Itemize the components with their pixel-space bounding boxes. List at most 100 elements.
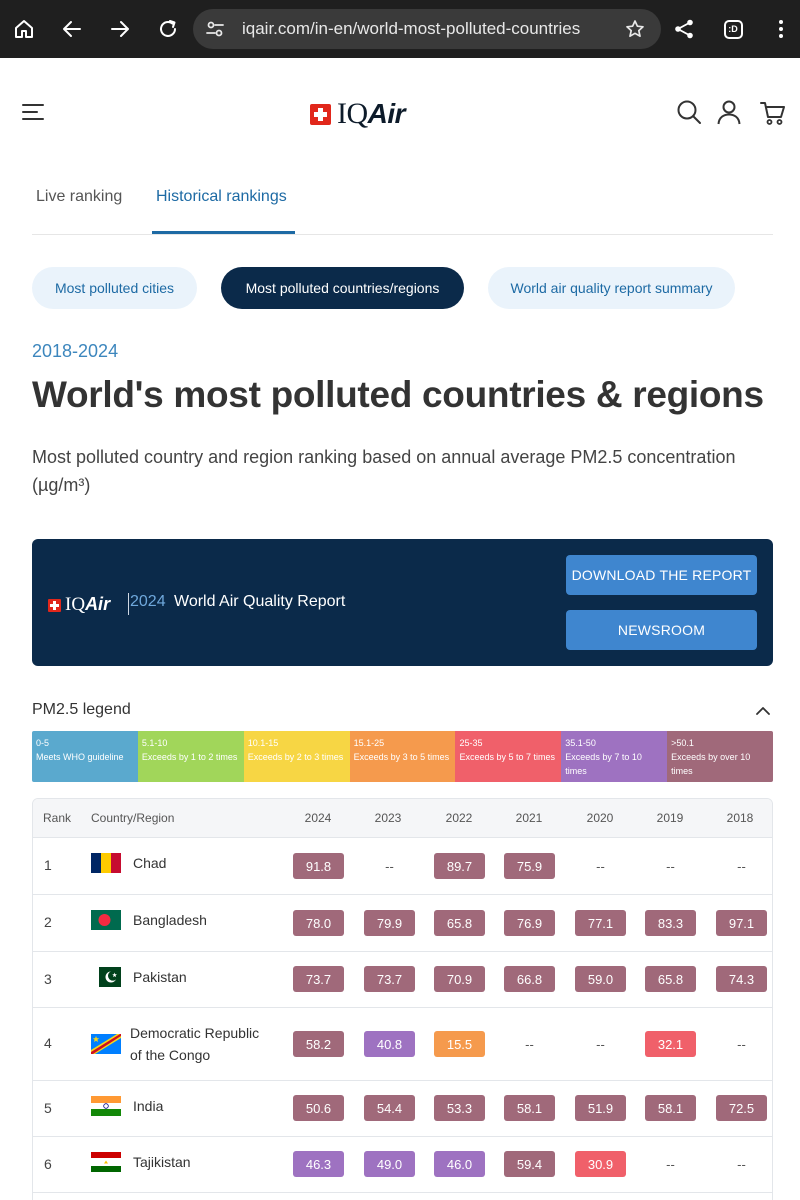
bookmark-star-icon[interactable] bbox=[625, 19, 645, 39]
pm25-value: 50.6 bbox=[293, 1095, 344, 1121]
table-row[interactable]: 2 Bangladesh 78.0 79.9 65.8 76.9 77.1 83.3 97.… bbox=[33, 895, 772, 952]
tab-historical-rankings[interactable]: Historical rankings bbox=[156, 188, 287, 205]
swiss-cross-icon bbox=[48, 598, 61, 612]
page-title: World's most polluted countries & region… bbox=[32, 374, 764, 415]
back-icon[interactable] bbox=[52, 9, 92, 49]
pm25-value: 46.3 bbox=[293, 1151, 344, 1177]
rank-value: 4 bbox=[44, 1035, 52, 1051]
tajikistan-flag-icon bbox=[91, 1152, 121, 1172]
pakistan-flag-icon bbox=[99, 967, 121, 987]
legend-segment: 0-5 Meets WHO guideline bbox=[32, 731, 138, 782]
pm25-value: 40.8 bbox=[364, 1031, 415, 1057]
drc-flag-icon bbox=[91, 1034, 121, 1054]
rank-value: 6 bbox=[44, 1156, 52, 1172]
iqair-logo[interactable]: IQAir bbox=[310, 97, 406, 131]
active-tab-indicator bbox=[152, 231, 295, 234]
banner-logo: IQAir bbox=[48, 594, 110, 616]
country-name[interactable]: Bangladesh bbox=[133, 912, 207, 928]
pm25-value: -- bbox=[385, 858, 394, 874]
pm25-value: 65.8 bbox=[645, 966, 696, 992]
swiss-cross-icon bbox=[310, 103, 331, 125]
pm25-value: -- bbox=[666, 858, 675, 874]
country-name[interactable]: Chad bbox=[133, 855, 167, 871]
country-name[interactable]: Democratic Republic of the Congo bbox=[130, 1025, 260, 1063]
chevron-up-icon[interactable] bbox=[755, 704, 771, 722]
column-header-country[interactable]: Country/Region bbox=[91, 811, 175, 825]
rank-value: 1 bbox=[44, 857, 52, 873]
legend-title: PM2.5 legend bbox=[32, 701, 131, 718]
pm25-value: 78.0 bbox=[293, 910, 344, 936]
table-row[interactable]: 1 Chad 91.8 -- 89.7 75.9 -- -- -- bbox=[33, 838, 772, 895]
tab-live-ranking[interactable]: Live ranking bbox=[36, 188, 123, 205]
column-header-year[interactable]: 2022 bbox=[445, 811, 473, 825]
pm25-value: 49.0 bbox=[364, 1151, 415, 1177]
pm25-value: 30.9 bbox=[575, 1151, 626, 1177]
column-header-year[interactable]: 2021 bbox=[515, 811, 543, 825]
legend-segment: 35.1-50 Exceeds by 7 to 10 times bbox=[561, 731, 668, 782]
hamburger-menu-icon[interactable] bbox=[22, 103, 44, 126]
pm25-value: 77.1 bbox=[575, 910, 626, 936]
most-polluted-cities-button[interactable]: Most polluted cities bbox=[32, 267, 197, 309]
shopping-cart-icon[interactable] bbox=[759, 99, 787, 132]
ranking-table: Rank Country/Region 2024 2023 2022 2021 … bbox=[32, 798, 773, 1200]
column-header-year[interactable]: 2019 bbox=[656, 811, 684, 825]
pm25-value: -- bbox=[737, 1036, 746, 1052]
country-name[interactable]: India bbox=[133, 1098, 164, 1114]
table-row[interactable]: 4 Democratic Republic of the Congo 58.2 40… bbox=[33, 1008, 772, 1081]
banner-logo-wordmark: IQAir bbox=[65, 594, 111, 615]
country-name[interactable]: Pakistan bbox=[133, 969, 187, 985]
pm25-value: 72.5 bbox=[716, 1095, 767, 1121]
search-icon[interactable] bbox=[676, 99, 702, 130]
share-icon[interactable] bbox=[664, 9, 704, 49]
download-report-button[interactable]: DOWNLOAD THE REPORT bbox=[566, 555, 757, 595]
pm25-value: 89.7 bbox=[434, 853, 485, 879]
page-description: Most polluted country and region ranking… bbox=[32, 447, 736, 495]
column-header-year[interactable]: 2023 bbox=[374, 811, 402, 825]
pm25-value: 54.4 bbox=[364, 1095, 415, 1121]
most-polluted-countries-button[interactable]: Most polluted countries/regions bbox=[221, 267, 464, 309]
column-header-year[interactable]: 2020 bbox=[586, 811, 614, 825]
pm25-value: 58.1 bbox=[645, 1095, 696, 1121]
more-menu-icon[interactable] bbox=[761, 9, 800, 49]
forward-icon[interactable] bbox=[100, 9, 140, 49]
report-title: World Air Quality Report bbox=[174, 593, 346, 610]
site-header: IQAir bbox=[0, 58, 800, 173]
table-header: Rank Country/Region 2024 2023 2022 2021 … bbox=[33, 799, 772, 838]
user-account-icon[interactable] bbox=[716, 99, 742, 130]
table-row[interactable]: 3 Pakistan 73.7 73.7 70.9 66.8 59.0 65.8 74.3 bbox=[33, 952, 772, 1008]
pm25-value: 53.3 bbox=[434, 1095, 485, 1121]
legend-segment: 10.1-15 Exceeds by 2 to 3 times bbox=[243, 731, 350, 782]
ranking-tabs: Live ranking Historical rankings bbox=[32, 172, 773, 235]
pm25-value: 59.0 bbox=[575, 966, 626, 992]
column-header-year[interactable]: 2024 bbox=[304, 811, 332, 825]
newsroom-button[interactable]: NEWSROOM bbox=[566, 610, 757, 650]
rank-value: 3 bbox=[44, 971, 52, 987]
url-text[interactable]: iqair.com/in-en/world-most-polluted-coun… bbox=[242, 19, 581, 38]
pm25-value: 58.1 bbox=[504, 1095, 555, 1121]
pm25-value: -- bbox=[737, 1156, 746, 1172]
tab-switcher-button[interactable]: :D bbox=[713, 9, 753, 49]
legend-segment: 5.1-10 Exceeds by 1 to 2 times bbox=[137, 731, 244, 782]
pm25-value: -- bbox=[596, 1036, 605, 1052]
world-air-quality-summary-button[interactable]: World air quality report summary bbox=[488, 267, 735, 309]
column-header-year[interactable]: 2018 bbox=[726, 811, 754, 825]
pm25-value: 73.7 bbox=[293, 966, 344, 992]
site-settings-icon[interactable] bbox=[205, 19, 225, 39]
country-name[interactable]: Tajikistan bbox=[133, 1154, 191, 1170]
reload-icon[interactable] bbox=[148, 9, 188, 49]
table-row[interactable]: 5 India 50.6 54.4 53.3 58.1 51.9 58.1 72.5 bbox=[33, 1081, 772, 1137]
column-header-rank[interactable]: Rank bbox=[43, 811, 72, 825]
year-range: 2018-2024 bbox=[32, 341, 119, 361]
pm25-value: 15.5 bbox=[434, 1031, 485, 1057]
pm25-value: 83.3 bbox=[645, 910, 696, 936]
pm25-legend-bar: 0-5 Meets WHO guideline 5.1-10 Exceeds by … bbox=[32, 731, 773, 782]
table-row[interactable]: 6 Tajikistan 46.3 49.0 46.0 59.4 30.9 -- -- bbox=[33, 1137, 772, 1193]
rank-value: 5 bbox=[44, 1100, 52, 1116]
pm25-value: 66.8 bbox=[504, 966, 555, 992]
browser-toolbar: iqair.com/in-en/world-most-polluted-coun… bbox=[0, 0, 800, 58]
home-icon[interactable] bbox=[4, 9, 44, 49]
address-bar[interactable]: iqair.com/in-en/world-most-polluted-coun… bbox=[193, 9, 661, 49]
pm25-value: -- bbox=[666, 1156, 675, 1172]
rank-value: 2 bbox=[44, 914, 52, 930]
tab-count: :D bbox=[723, 19, 743, 39]
